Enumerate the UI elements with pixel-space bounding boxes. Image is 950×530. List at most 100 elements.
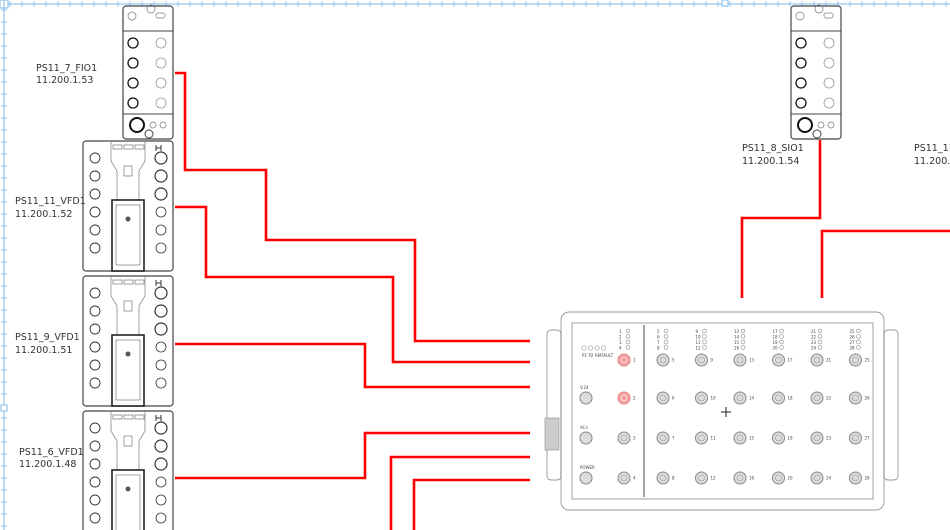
- io-port[interactable]: [795, 57, 807, 69]
- switch-port-26[interactable]: 26: [849, 391, 871, 405]
- top-ruler[interactable]: [0, 0, 950, 9]
- io-port[interactable]: [823, 57, 835, 69]
- vfd-ps11-6-vfd1[interactable]: [82, 410, 174, 530]
- vfd-port[interactable]: [155, 224, 167, 236]
- switch-port-2[interactable]: 2: [617, 391, 636, 405]
- switch-port-3[interactable]: 3: [617, 431, 636, 445]
- wire-6-vfd1[interactable]: [175, 431, 530, 480]
- switch-port-23[interactable]: 23: [810, 431, 832, 445]
- switch-port-9[interactable]: 9: [695, 353, 714, 367]
- switch-port-21[interactable]: 21: [810, 353, 832, 367]
- ethernet-switch[interactable]: 1234567891011121314151617181920212223242…: [544, 311, 899, 511]
- io-port[interactable]: [155, 77, 167, 89]
- switch-port-15[interactable]: 15: [733, 431, 755, 445]
- switch-port-22[interactable]: 22: [810, 391, 832, 405]
- vfd-port[interactable]: [155, 206, 167, 218]
- switch-port-28[interactable]: 28: [849, 471, 871, 485]
- vfd-port[interactable]: [89, 359, 101, 371]
- port-number: 20: [788, 476, 794, 481]
- vfd-port[interactable]: [89, 323, 101, 335]
- vfd-port[interactable]: [89, 287, 101, 299]
- aux-port[interactable]: [579, 471, 593, 485]
- fio-module-ps11-7-fio1[interactable]: [122, 4, 174, 140]
- vfd-port[interactable]: [154, 457, 168, 471]
- vfd-port[interactable]: [89, 422, 101, 434]
- switch-port-10[interactable]: 10: [695, 391, 717, 405]
- switch-port-24[interactable]: 24: [810, 471, 832, 485]
- switch-port-16[interactable]: 16: [733, 471, 755, 485]
- vfd-port[interactable]: [89, 206, 101, 218]
- io-port[interactable]: [795, 77, 807, 89]
- vfd-port[interactable]: [155, 341, 167, 353]
- vfd-port[interactable]: [154, 421, 168, 435]
- io-port[interactable]: [823, 77, 835, 89]
- switch-port-27[interactable]: 27: [849, 431, 871, 445]
- vfd-port[interactable]: [155, 359, 167, 371]
- vfd-port[interactable]: [89, 242, 101, 254]
- vfd-port[interactable]: [89, 440, 101, 452]
- switch-port-7[interactable]: 7: [656, 431, 675, 445]
- aux-port[interactable]: [579, 431, 593, 445]
- io-port[interactable]: [127, 77, 139, 89]
- vfd-port[interactable]: [154, 322, 168, 336]
- sio-module-ps11-8-sio1[interactable]: [790, 4, 842, 140]
- vfd-port[interactable]: [89, 494, 101, 506]
- switch-port-1[interactable]: 1: [617, 353, 636, 367]
- vfd-port[interactable]: [154, 151, 168, 165]
- switch-port-25[interactable]: 25: [849, 353, 871, 367]
- io-port[interactable]: [795, 37, 807, 49]
- vfd-port[interactable]: [89, 377, 101, 389]
- vfd-port[interactable]: [155, 377, 167, 389]
- io-port[interactable]: [127, 97, 139, 109]
- vfd-port[interactable]: [154, 439, 168, 453]
- vfd-port[interactable]: [89, 170, 101, 182]
- io-port[interactable]: [823, 97, 835, 109]
- vfd-port[interactable]: [89, 224, 101, 236]
- io-port[interactable]: [155, 57, 167, 69]
- switch-port-19[interactable]: 19: [772, 431, 794, 445]
- vfd-port[interactable]: [89, 305, 101, 317]
- vfd-port[interactable]: [154, 304, 168, 318]
- vfd-port[interactable]: [89, 341, 101, 353]
- wire-offscreen-2[interactable]: [412, 478, 530, 530]
- switch-port-11[interactable]: 11: [695, 431, 717, 445]
- switch-port-20[interactable]: 20: [772, 471, 794, 485]
- wire-9-vfd1[interactable]: [175, 342, 530, 389]
- left-ruler[interactable]: [0, 0, 8, 530]
- switch-port-8[interactable]: 8: [656, 471, 675, 485]
- wire-offscreen-1[interactable]: [389, 455, 530, 530]
- vfd-port[interactable]: [155, 476, 167, 488]
- vfd-port[interactable]: [89, 512, 101, 524]
- vfd-port[interactable]: [155, 512, 167, 524]
- switch-port-6[interactable]: 6: [656, 391, 675, 405]
- vfd-port[interactable]: [154, 187, 168, 201]
- vfd-port[interactable]: [154, 169, 168, 183]
- wire-sio1[interactable]: [740, 140, 822, 298]
- switch-port-5[interactable]: 5: [656, 353, 675, 367]
- switch-port-4[interactable]: 4: [617, 471, 636, 485]
- vfd-port[interactable]: [155, 242, 167, 254]
- switch-port-13[interactable]: 13: [733, 353, 755, 367]
- vfd-port[interactable]: [89, 152, 101, 164]
- io-port[interactable]: [155, 37, 167, 49]
- vfd-port[interactable]: [89, 458, 101, 470]
- io-port[interactable]: [823, 37, 835, 49]
- vfd-port[interactable]: [89, 188, 101, 200]
- switch-port-12[interactable]: 12: [695, 471, 717, 485]
- vfd-ps11-9-vfd1[interactable]: [82, 275, 174, 407]
- io-port[interactable]: [155, 97, 167, 109]
- vfd-port[interactable]: [154, 286, 168, 300]
- switch-port-18[interactable]: 18: [772, 391, 794, 405]
- io-port[interactable]: [127, 37, 139, 49]
- switch-port-14[interactable]: 14: [733, 391, 755, 405]
- wire-11-vfd1[interactable]: [175, 205, 530, 364]
- wire-ps11-11[interactable]: [820, 229, 950, 298]
- switch-port-17[interactable]: 17: [772, 353, 794, 367]
- vfd-ps11-11-vfd1[interactable]: [82, 140, 174, 272]
- aux-port[interactable]: [579, 391, 593, 405]
- io-port[interactable]: [127, 57, 139, 69]
- vfd-port[interactable]: [155, 494, 167, 506]
- wire-fio1[interactable]: [175, 71, 530, 343]
- vfd-port[interactable]: [89, 476, 101, 488]
- io-port[interactable]: [795, 97, 807, 109]
